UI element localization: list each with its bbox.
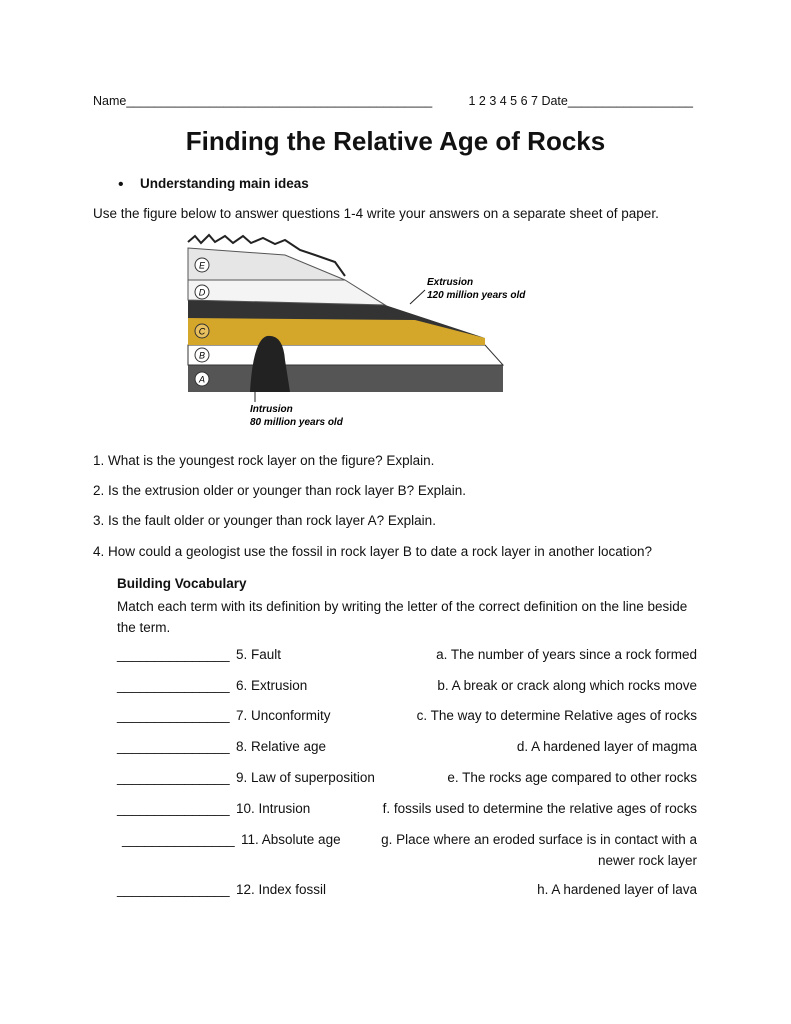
definition: a. The number of years since a rock form…: [436, 647, 697, 662]
intrusion-age: 80 million years old: [250, 417, 344, 428]
term: 11. Absolute age: [241, 832, 341, 847]
grass: [187, 233, 346, 277]
answer-blank: _______________: [117, 678, 230, 693]
layer-d: [187, 279, 387, 306]
term: 10. Intrusion: [236, 801, 311, 816]
definition: g. Place where an eroded surface is in c…: [381, 832, 697, 868]
layer-label: C: [199, 327, 206, 337]
answer-blank: _______________: [117, 801, 230, 816]
layer-c: [188, 318, 485, 345]
layer-b: [187, 344, 505, 366]
layer-label: E: [199, 261, 206, 271]
term: 12. Index fossil: [236, 882, 327, 897]
extrusion-age: 120 million years old: [427, 290, 526, 301]
question: 4. How could a geologist use the fossil …: [93, 544, 653, 559]
definition: d. A hardened layer of magma: [516, 739, 697, 754]
extrusion-pointer: [409, 289, 426, 305]
layer-e: [187, 247, 346, 281]
layer-badge: [194, 323, 210, 339]
extrusion-layer: [188, 300, 485, 338]
intrusion-shape: [250, 335, 290, 392]
extrusion-label: Extrusion: [427, 277, 473, 288]
layer-label: D: [199, 288, 206, 298]
name-field: Name____________________________________…: [93, 94, 433, 108]
question: 1. What is the youngest rock layer on th…: [93, 453, 435, 468]
term: 7. Unconformity: [236, 708, 331, 723]
layer-badge: [194, 284, 210, 300]
definition: f. fossils used to determine the relativ…: [382, 801, 697, 816]
rock-figure: E D C B A Extrusion 120 million years old In…: [187, 233, 526, 428]
layer-label: A: [198, 375, 205, 385]
answer-blank: _______________: [117, 770, 230, 785]
answer-blank: _______________: [122, 832, 235, 847]
question: 3. Is the fault older or younger than ro…: [93, 513, 436, 528]
layer-label: B: [199, 351, 205, 361]
term: 9. Law of superposition: [236, 770, 375, 785]
definition: e. The rocks age compared to other rocks: [447, 770, 697, 785]
bullet-dot: •: [118, 176, 124, 193]
definition: c. The way to determine Relative ages of…: [416, 708, 697, 723]
term: 8. Relative age: [236, 739, 327, 754]
title: Finding the Relative Age of Rocks: [185, 126, 606, 156]
layer-badge: [194, 347, 210, 363]
layer-badge: [194, 257, 210, 273]
vocab-instructions: Match each term with its definition by w…: [117, 599, 688, 635]
question: 2. Is the extrusion older or younger tha…: [93, 483, 466, 498]
date-field: 1 2 3 4 5 6 7 Date__________________: [468, 94, 693, 108]
answer-blank: _______________: [117, 708, 230, 723]
answer-blank: _______________: [117, 739, 230, 754]
answer-blank: _______________: [117, 882, 230, 897]
term: 5. Fault: [236, 647, 282, 662]
layer-badge: [194, 371, 210, 387]
term: 6. Extrusion: [236, 678, 308, 693]
definition: b. A break or crack along which rocks mo…: [437, 678, 697, 693]
intrusion-label: Intrusion: [250, 404, 293, 415]
answer-blank: _______________: [117, 647, 230, 662]
vocab-heading: Building Vocabulary: [117, 576, 247, 591]
layer-a: [188, 365, 503, 392]
definition: h. A hardened layer of lava: [537, 882, 697, 897]
bullet-text: Understanding main ideas: [140, 176, 309, 191]
instruction: Use the figure below to answer questions…: [93, 206, 659, 221]
